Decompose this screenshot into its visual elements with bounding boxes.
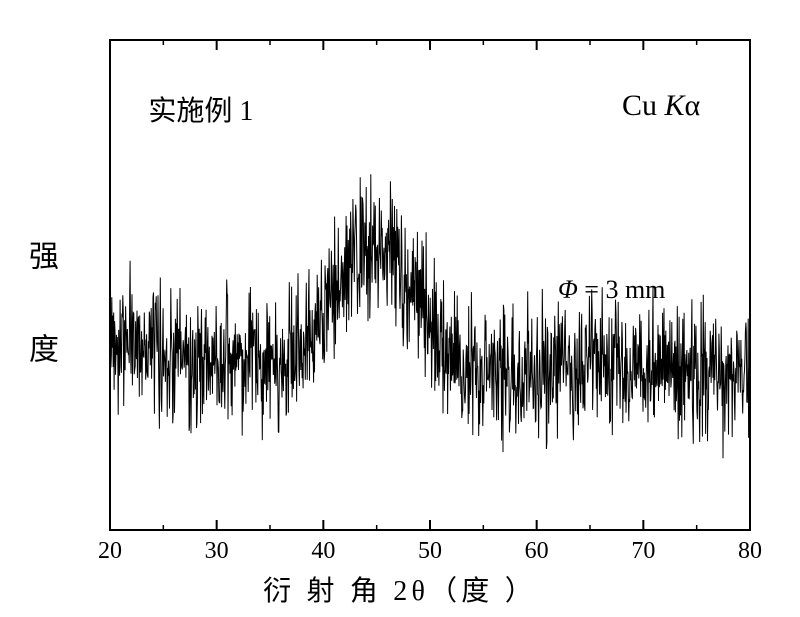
- annotation-example: 实施例 1: [148, 89, 253, 129]
- xrd-chart: 20 30 40 50 60 70 80 强 度 衍 射 角 2θ（度 ） 实施例 1 Cu …: [0, 0, 800, 617]
- y-axis-label: 强 度: [18, 240, 62, 378]
- svg-text:80: 80: [738, 538, 762, 564]
- svg-text:30: 30: [205, 538, 229, 564]
- x-axis-label: 衍 射 角 2θ（度 ）: [263, 569, 537, 609]
- svg-text:70: 70: [631, 538, 655, 564]
- annotation-diameter: Φ = 3 mm: [558, 275, 665, 305]
- svg-text:60: 60: [525, 538, 549, 564]
- svg-text:50: 50: [418, 538, 442, 564]
- annotation-source: Cu Kα: [622, 89, 700, 123]
- svg-text:20: 20: [98, 538, 122, 564]
- svg-text:40: 40: [311, 538, 335, 564]
